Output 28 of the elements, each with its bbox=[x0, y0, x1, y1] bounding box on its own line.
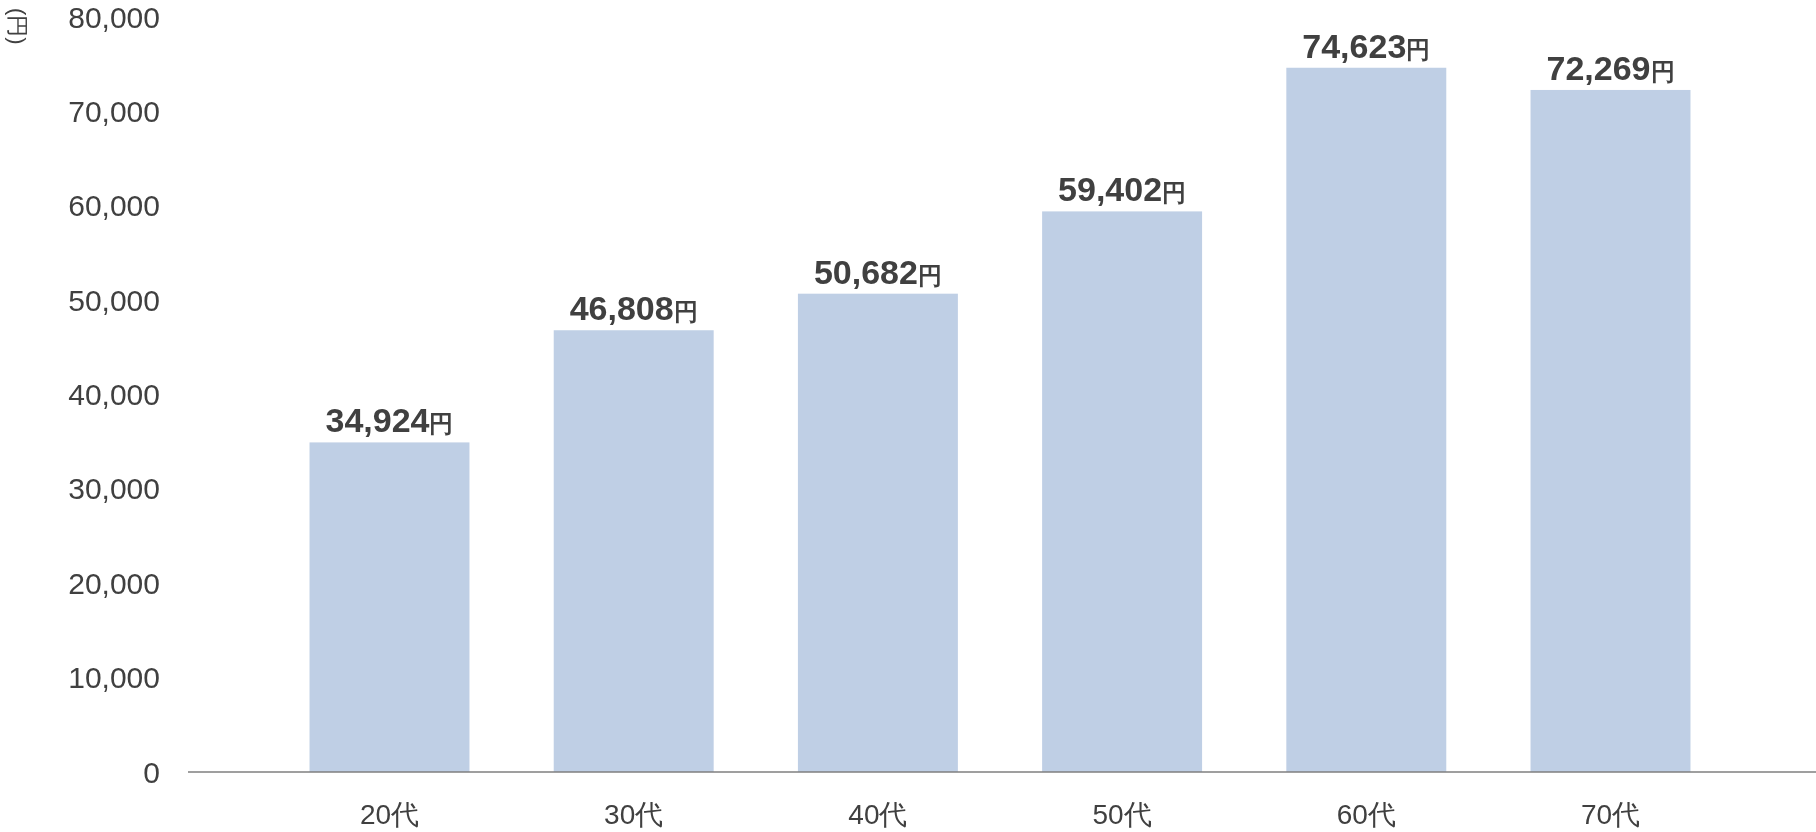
y-tick-label: 60,000 bbox=[68, 189, 160, 223]
x-tick-label: 30代 bbox=[604, 798, 664, 830]
x-tick-label: 50代 bbox=[1092, 798, 1152, 830]
bar bbox=[553, 330, 714, 772]
data-label: 59,402円 bbox=[1058, 170, 1187, 209]
y-tick-label: 0 bbox=[143, 755, 160, 789]
bar bbox=[1042, 211, 1203, 772]
y-tick-label: 80,000 bbox=[68, 0, 160, 34]
y-tick-label: 20,000 bbox=[68, 566, 160, 600]
y-tick-label: 70,000 bbox=[68, 94, 160, 128]
bar bbox=[1530, 89, 1691, 772]
data-label: 72,269円 bbox=[1546, 48, 1675, 87]
y-tick-label: 10,000 bbox=[68, 661, 160, 695]
bar bbox=[797, 293, 958, 772]
y-axis-title: (円) bbox=[5, 8, 31, 45]
x-tick-label: 20代 bbox=[359, 798, 420, 830]
data-label: 46,808円 bbox=[569, 289, 698, 328]
y-tick-label: 40,000 bbox=[68, 378, 160, 411]
y-tick-label: 30,000 bbox=[68, 472, 160, 506]
bar bbox=[309, 442, 470, 772]
data-label: 34,924円 bbox=[325, 401, 454, 440]
x-tick-label: 40代 bbox=[848, 798, 908, 830]
x-tick-label: 60代 bbox=[1336, 798, 1396, 830]
bar bbox=[1286, 67, 1447, 772]
y-tick-label: 50,000 bbox=[68, 283, 160, 317]
x-tick-label: 70代 bbox=[1580, 798, 1641, 830]
data-label: 50,682円 bbox=[813, 252, 942, 291]
data-label: 74,623円 bbox=[1302, 26, 1431, 65]
